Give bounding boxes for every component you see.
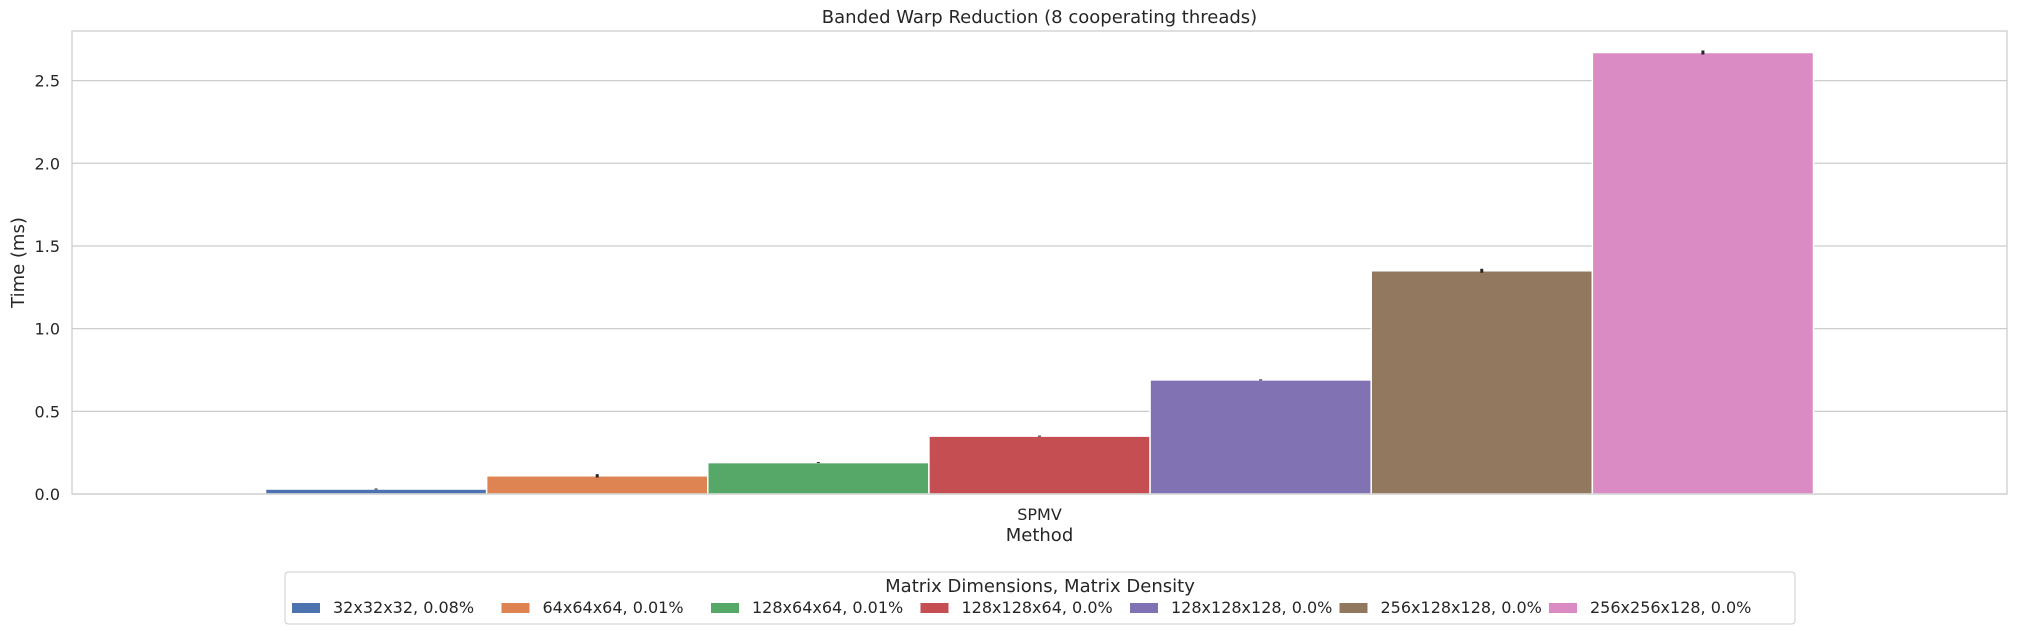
y-tick-label: 0.5 (35, 402, 60, 421)
legend-label: 64x64x64, 0.01% (543, 598, 684, 617)
legend-items: 32x32x32, 0.08% 64x64x64, 0.01% 128x64x64,… (292, 598, 1751, 617)
bar (264, 488, 488, 495)
legend-swatch (292, 603, 320, 613)
x-tick-label: SPMV (1017, 505, 1062, 524)
legend: Matrix Dimensions, Matrix Density 32x32x… (284, 571, 1796, 625)
y-tick-label: 1.0 (35, 320, 60, 339)
y-axis-title: Time (ms) (8, 217, 29, 309)
error-bars (374, 50, 1705, 490)
legend-swatch (711, 603, 739, 613)
bar (1591, 51, 1815, 495)
y-tick-label: 2.0 (35, 154, 60, 173)
bar (1149, 379, 1372, 495)
legend-label: 128x128x128, 0.0% (1171, 598, 1332, 617)
legend-title: Matrix Dimensions, Matrix Density (885, 576, 1195, 597)
x-axis-title: Method (1006, 525, 1074, 546)
legend-label: 128x128x64, 0.0% (962, 598, 1113, 617)
bar (707, 461, 930, 495)
chart-title: Banded Warp Reduction (8 cooperating thr… (822, 7, 1257, 28)
legend-swatch (1549, 603, 1577, 613)
legend-swatch (920, 603, 949, 613)
legend-swatch (501, 603, 530, 613)
bar (1370, 270, 1594, 495)
legend-box (284, 571, 1796, 625)
y-tick-label: 2.5 (35, 72, 60, 91)
legend-swatch (1339, 603, 1368, 613)
bars (264, 51, 1815, 495)
y-tick-label: 0.0 (35, 485, 60, 504)
legend-label: 256x256x128, 0.0% (1590, 598, 1751, 617)
x-tick-labels: SPMV (1017, 505, 1062, 524)
legend-swatch (1130, 603, 1158, 613)
legend-label: 128x64x64, 0.01% (752, 598, 903, 617)
bar (928, 435, 1151, 495)
bar (485, 475, 709, 495)
plot-frame (71, 30, 2008, 495)
legend-label: 256x128x128, 0.0% (1381, 598, 1542, 617)
y-tick-labels: 0.0 0.5 1.0 1.5 2.0 2.5 (35, 72, 60, 504)
y-tick-label: 1.5 (35, 237, 60, 256)
legend-label: 32x32x32, 0.08% (333, 598, 474, 617)
